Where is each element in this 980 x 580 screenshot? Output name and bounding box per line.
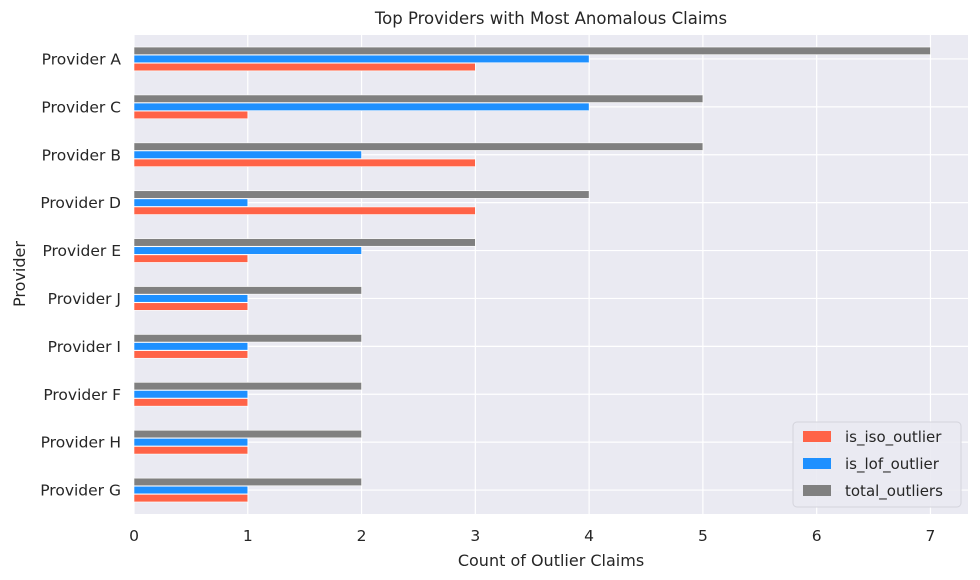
x-tick-label: 0	[129, 527, 139, 545]
bar-total-outliers	[133, 142, 704, 151]
x-axis-ticks: 0 1 2 3 4 5 6 7	[129, 527, 935, 545]
legend-label: is_iso_outlier	[845, 428, 942, 447]
bar-is-lof-outlier	[133, 246, 362, 255]
bar-is-iso-outlier	[133, 206, 476, 215]
x-tick-label: 3	[470, 527, 480, 545]
y-tick-label: Provider A	[42, 50, 122, 68]
x-tick-label: 5	[698, 527, 708, 545]
y-tick-label: Provider C	[41, 98, 121, 116]
x-tick-label: 6	[812, 527, 822, 545]
bar-is-lof-outlier	[133, 342, 249, 351]
bar-is-iso-outlier	[133, 110, 249, 120]
y-tick-label: Provider H	[41, 434, 121, 452]
bar-is-lof-outlier	[133, 54, 590, 64]
y-axis-ticks: Provider A Provider C Provider B Provider D…	[40, 50, 121, 499]
x-tick-label: 4	[584, 527, 594, 545]
legend: is_iso_outlier is_lof_outlier total_outlie…	[792, 421, 962, 508]
bar-total-outliers	[133, 238, 476, 247]
y-tick-label: Provider D	[40, 194, 121, 212]
legend-box	[792, 421, 962, 508]
x-tick-label: 2	[357, 527, 367, 545]
bar-is-iso-outlier	[133, 158, 476, 167]
bar-is-iso-outlier	[133, 350, 249, 359]
legend-label: is_lof_outlier	[845, 455, 940, 474]
bar-is-lof-outlier	[133, 102, 590, 111]
y-tick-label: Provider B	[42, 146, 121, 164]
bar-is-lof-outlier	[133, 390, 249, 399]
y-tick-label: Provider F	[43, 386, 121, 404]
x-tick-label: 7	[926, 527, 936, 545]
y-tick-label: Provider J	[48, 290, 121, 308]
bar-total-outliers	[133, 94, 704, 103]
bar-is-iso-outlier	[133, 62, 476, 72]
bars	[133, 46, 931, 503]
y-tick-label: Provider I	[48, 338, 121, 356]
bar-total-outliers	[133, 429, 362, 439]
bar-is-iso-outlier	[133, 254, 249, 263]
bar-is-iso-outlier	[133, 446, 249, 455]
bar-total-outliers	[133, 334, 362, 343]
bar-total-outliers	[133, 190, 590, 199]
bar-is-iso-outlier	[133, 398, 249, 407]
bar-is-iso-outlier	[133, 302, 249, 311]
y-tick-label: Provider E	[42, 242, 121, 260]
chart-title: Top Providers with Most Anomalous Claims	[374, 9, 727, 28]
legend-swatch	[803, 485, 831, 496]
x-axis-label: Count of Outlier Claims	[458, 551, 644, 570]
x-tick-label: 1	[243, 527, 253, 545]
y-tick-label: Provider G	[40, 482, 121, 500]
legend-label: total_outliers	[845, 482, 943, 501]
y-axis-label: Provider	[10, 241, 29, 307]
bar-is-lof-outlier	[133, 438, 249, 447]
bar-is-lof-outlier	[133, 150, 362, 159]
bar-total-outliers	[133, 46, 931, 55]
legend-swatch	[803, 431, 831, 442]
legend-swatch	[803, 458, 831, 469]
bar-is-iso-outlier	[133, 494, 249, 503]
bar-is-lof-outlier	[133, 485, 249, 495]
bar-total-outliers	[133, 477, 362, 487]
bar-is-lof-outlier	[133, 294, 249, 303]
bar-total-outliers	[133, 382, 362, 391]
bar-total-outliers	[133, 286, 362, 295]
bar-is-lof-outlier	[133, 198, 249, 207]
